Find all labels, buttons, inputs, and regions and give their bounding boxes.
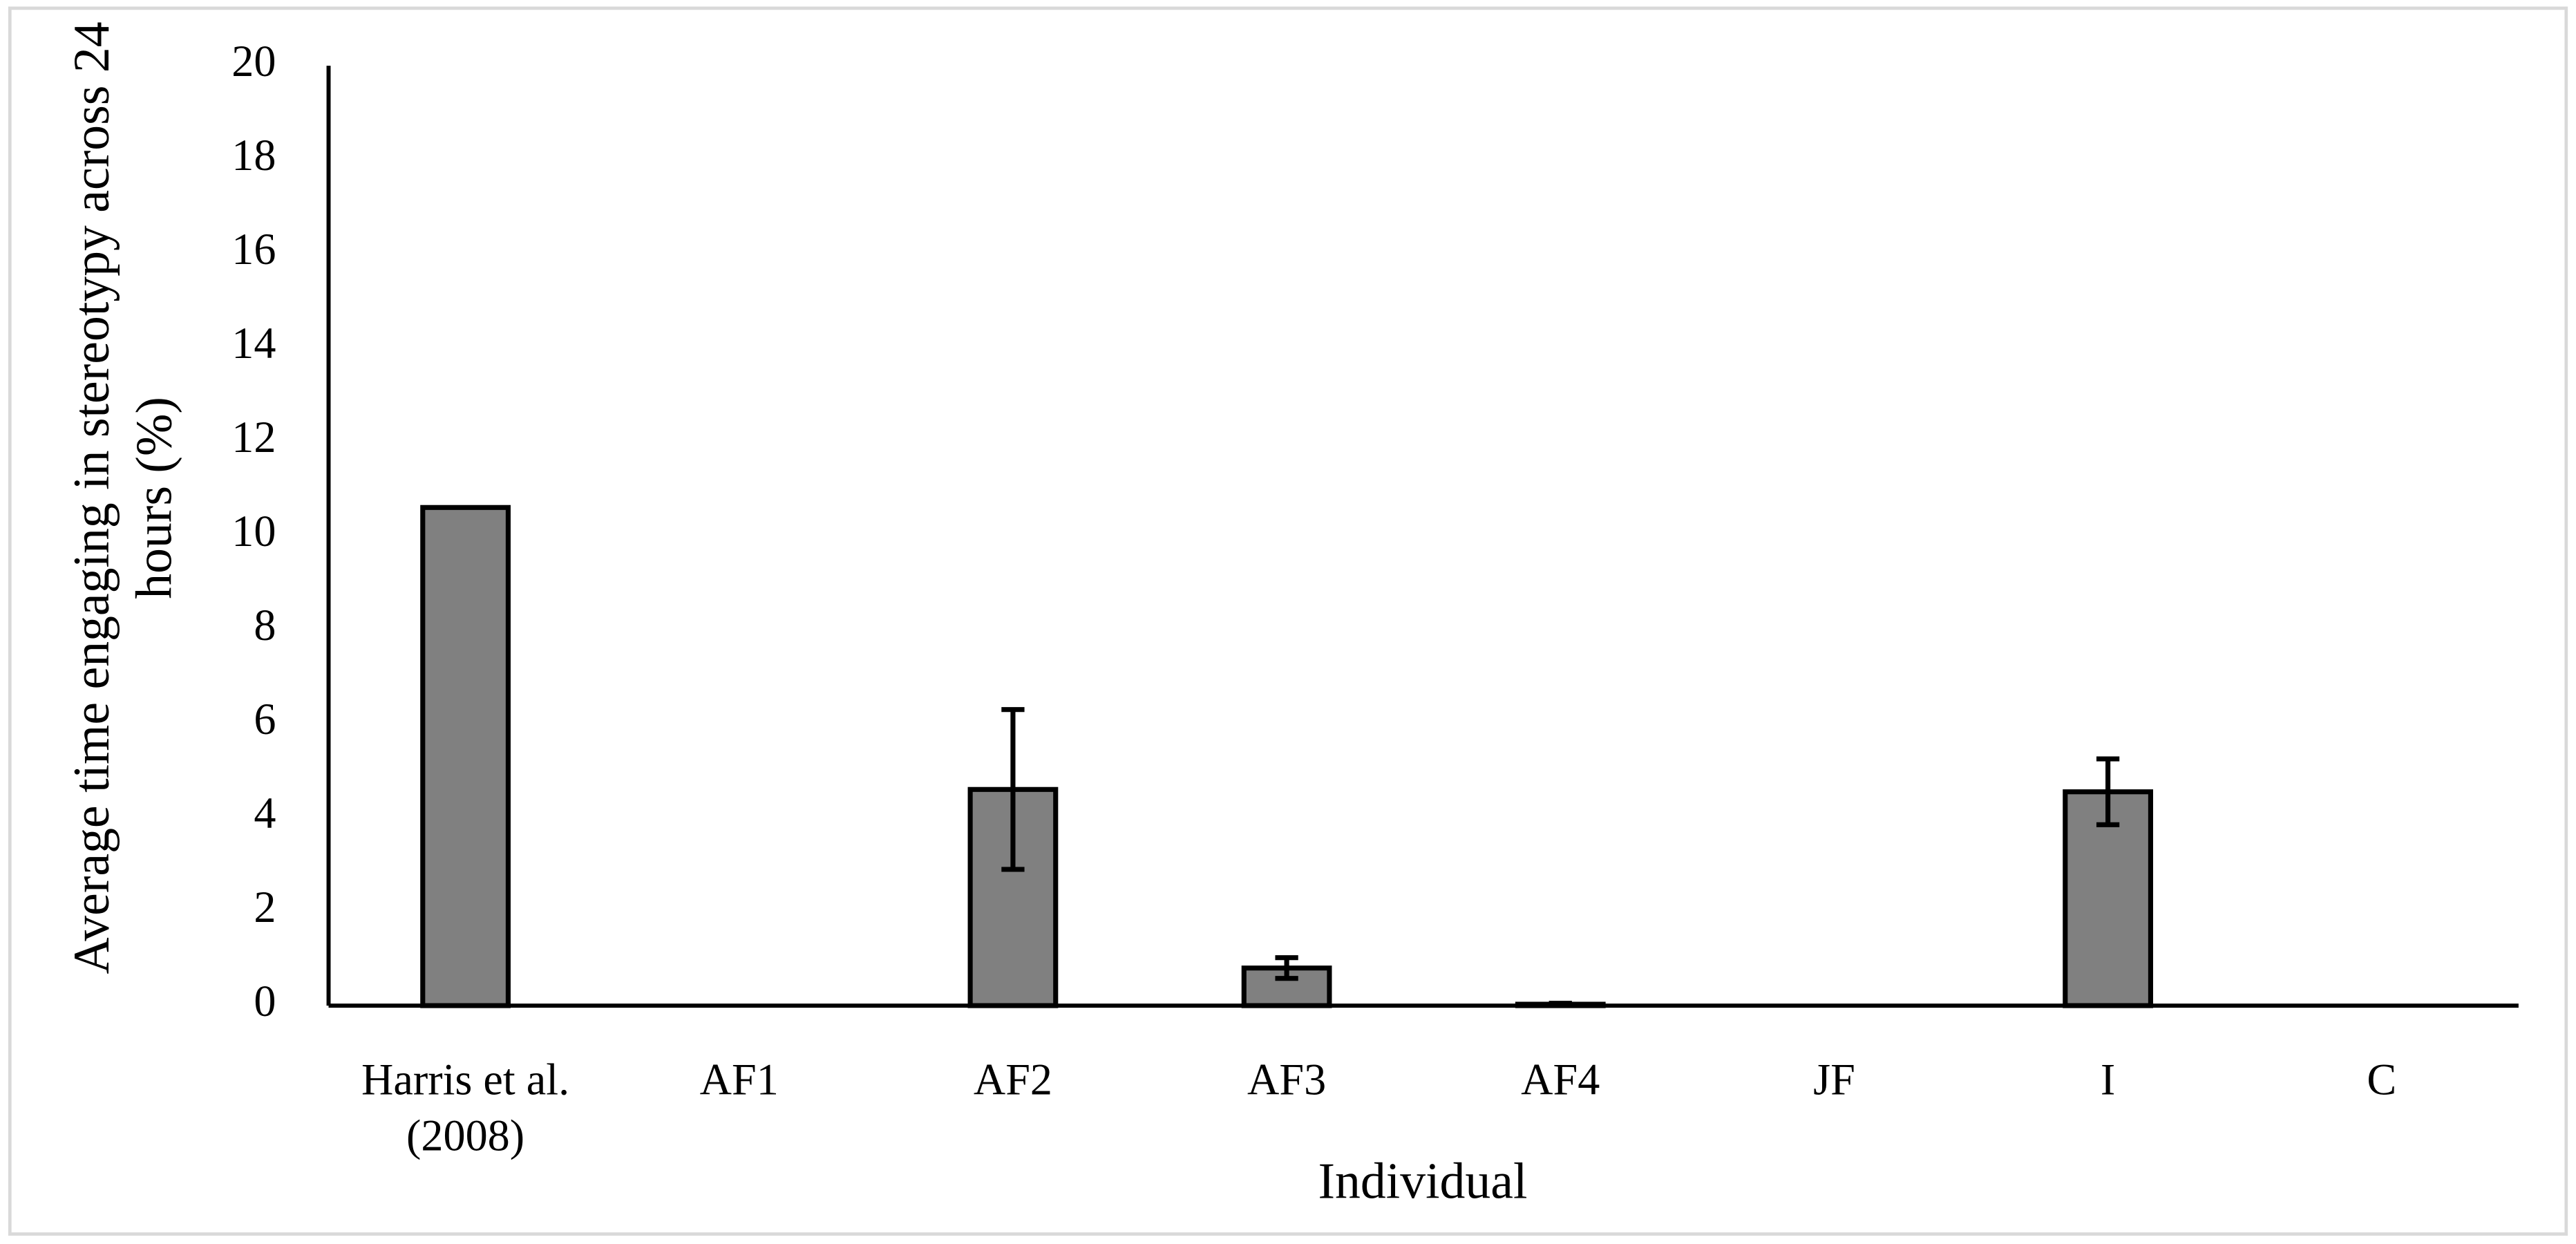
x-tick-label: Harris et al. (2008)	[361, 1055, 570, 1160]
bar	[2063, 789, 2153, 1008]
y-tick-label: 4	[254, 789, 276, 838]
x-axis-title: Individual	[1318, 1151, 1528, 1209]
error-bar	[1001, 707, 1025, 872]
x-tick-label: AF4	[1521, 1055, 1600, 1104]
error-bar	[1275, 955, 1298, 981]
y-tick-label: 0	[254, 977, 276, 1026]
x-tick-label: JF	[1813, 1055, 1855, 1104]
bar	[420, 505, 511, 1008]
error-bar	[2096, 756, 2120, 827]
x-tick-label: I	[2100, 1055, 2116, 1104]
y-tick-label: 10	[231, 507, 276, 556]
y-tick-label: 8	[254, 601, 276, 650]
y-tick-label: 12	[231, 413, 276, 462]
y-tick-label: 20	[231, 37, 276, 86]
y-tick-label: 16	[231, 225, 276, 274]
x-tick-label: AF2	[973, 1055, 1053, 1104]
y-axis-title: Average time engaging in stereotypy acro…	[62, 21, 182, 974]
x-tick-label: AF1	[699, 1055, 779, 1104]
y-tick-label: 2	[254, 883, 276, 932]
y-tick-label: 14	[231, 319, 276, 368]
y-tick-label: 18	[231, 131, 276, 180]
y-tick-label: 6	[254, 695, 276, 744]
x-tick-label: AF3	[1247, 1055, 1327, 1104]
x-tick-label: C	[2367, 1055, 2397, 1104]
chart-border	[8, 6, 2568, 1236]
